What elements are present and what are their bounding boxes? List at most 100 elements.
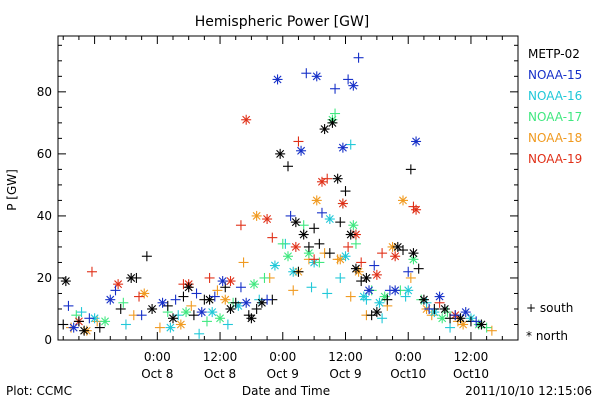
- north-point-stroke: [320, 125, 329, 134]
- north-point: [371, 307, 382, 318]
- north-point-stroke: [404, 286, 413, 295]
- north-point: [262, 214, 273, 225]
- south-point: [445, 313, 456, 324]
- south-point: [63, 300, 74, 311]
- north-point: [246, 313, 257, 324]
- north-point: [100, 316, 111, 327]
- south-point: [283, 161, 293, 172]
- north-point: [139, 288, 150, 299]
- north-point-stroke: [284, 252, 292, 261]
- north-point: [79, 325, 90, 336]
- north-point-stroke: [372, 270, 381, 279]
- south-point: [356, 257, 367, 268]
- x-tick-label-date: Oct 8: [141, 367, 173, 381]
- legend-entry: METP-02: [528, 47, 580, 61]
- north-point-stroke: [391, 252, 400, 261]
- y-axis-ticks: 0 20 40 60 80: [37, 44, 518, 347]
- south-point: [285, 210, 296, 221]
- x-tick-label-time: 0:00: [269, 350, 296, 364]
- south-point: [251, 303, 262, 314]
- south-point: [154, 322, 165, 333]
- north-point-stroke: [325, 215, 334, 224]
- north-point-stroke: [270, 261, 279, 270]
- north-point-stroke: [169, 314, 177, 323]
- data-points: [58, 52, 497, 339]
- north-point-stroke: [242, 298, 251, 307]
- north-point-stroke: [349, 81, 358, 90]
- north-point: [316, 176, 327, 187]
- legend-entry: NOAA-16: [528, 89, 582, 103]
- south-point: [369, 260, 380, 271]
- south-point: [322, 173, 333, 184]
- south-point: [173, 310, 184, 321]
- south-point: [335, 272, 346, 283]
- south-point: [356, 276, 367, 287]
- north-point: [411, 136, 422, 147]
- south-point: [450, 310, 461, 321]
- north-point: [251, 210, 262, 221]
- north-point: [196, 307, 207, 318]
- south-point: [115, 303, 126, 314]
- north-point: [298, 229, 309, 240]
- south-point: [141, 251, 152, 262]
- north-point: [361, 272, 372, 283]
- north-point-stroke: [263, 215, 272, 224]
- north-point: [392, 241, 403, 252]
- south-point: [118, 297, 129, 308]
- north-point-stroke: [461, 308, 470, 317]
- south-point: [403, 266, 414, 277]
- south-point: [340, 186, 351, 197]
- north-point-stroke: [101, 317, 110, 326]
- north-point: [175, 319, 186, 330]
- north-point-stroke: [341, 252, 350, 261]
- north-point: [311, 195, 322, 206]
- south-point: [471, 316, 482, 327]
- south-point: [366, 310, 377, 321]
- north-point-stroke: [197, 308, 206, 317]
- x-tick-label-time: 0:00: [395, 350, 422, 364]
- north-point: [324, 214, 335, 225]
- north-point-stroke: [346, 230, 355, 239]
- x-tick-label-time: 12:00: [203, 350, 238, 364]
- north-point: [379, 291, 390, 302]
- y-axis-label: P [GW]: [5, 169, 19, 211]
- north-point-stroke: [435, 292, 444, 301]
- south-point: [398, 245, 408, 256]
- south-point: [303, 241, 314, 252]
- north-point-stroke: [365, 286, 374, 295]
- north-point: [335, 254, 346, 265]
- south-point: [343, 74, 354, 85]
- south-point: [481, 322, 492, 333]
- south-point: [335, 217, 346, 228]
- north-point-stroke: [312, 196, 321, 205]
- south-point: [314, 238, 325, 249]
- north-point: [290, 217, 301, 228]
- y-tick-label: 80: [37, 85, 52, 99]
- north-point: [275, 148, 286, 159]
- north-point-stroke: [299, 230, 308, 239]
- legend: METP-02 NOAA-15 NOAA-16 NOAA-17 NOAA-18 NOAA-…: [528, 47, 582, 166]
- south-point: [424, 303, 435, 314]
- north-point-stroke: [459, 320, 468, 329]
- south-point: [134, 291, 145, 302]
- north-point: [418, 294, 429, 305]
- north-point: [303, 248, 314, 259]
- north-point: [455, 313, 466, 324]
- south-point: [259, 272, 270, 283]
- north-point: [241, 297, 252, 308]
- north-point-stroke: [291, 218, 300, 227]
- north-point: [332, 173, 343, 184]
- legend-entry: NOAA-19: [528, 152, 582, 166]
- south-point: [120, 319, 131, 330]
- north-point-stroke: [216, 314, 225, 323]
- y-tick-label: 20: [37, 271, 52, 285]
- legend-entry: NOAA-15: [528, 68, 582, 82]
- north-point-stroke: [289, 267, 298, 276]
- x-tick-label-time: 12:00: [454, 350, 489, 364]
- north-point-stroke: [90, 314, 99, 323]
- north-point: [348, 220, 359, 231]
- south-point: [209, 291, 220, 302]
- series-metp-02: [58, 117, 487, 336]
- north-point-stroke: [276, 149, 285, 158]
- north-point-stroke: [250, 280, 259, 289]
